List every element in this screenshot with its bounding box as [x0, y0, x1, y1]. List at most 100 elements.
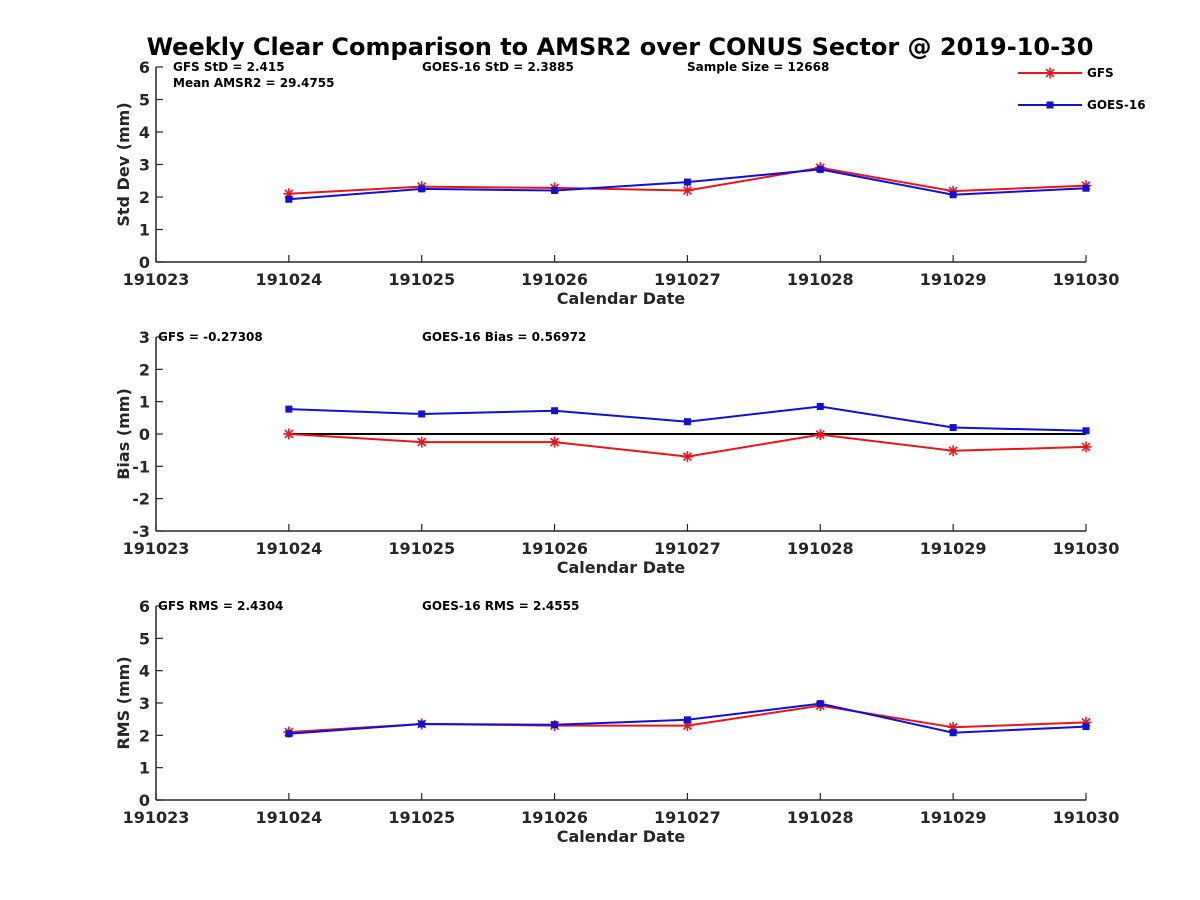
legend-gfs-marker	[1044, 67, 1056, 79]
y-tick-label: -2	[132, 490, 150, 509]
data-point-goes	[551, 407, 559, 415]
data-point-gfs	[1080, 441, 1092, 453]
stat-annotation: Mean AMSR2 = 29.4755	[173, 76, 334, 90]
x-tick-label: 191027	[654, 270, 721, 289]
y-tick-label: -1	[132, 457, 150, 476]
y-tick-label: 5	[139, 91, 150, 110]
y-tick-label: 1	[139, 221, 150, 240]
legend-gfs-star	[1044, 67, 1056, 79]
data-point-goes	[1082, 427, 1090, 435]
data-point-goes	[816, 700, 824, 708]
x-tick-label: 191030	[1053, 808, 1120, 827]
data-point-goes	[816, 165, 824, 173]
x-tick-label: 191025	[388, 539, 455, 558]
std-dev-panel: 0 1 2 3 4 5 6 191023 191024 191025 191026 191027 191…	[114, 58, 1119, 308]
data-point-goes	[1082, 184, 1090, 192]
data-point-gfs	[947, 445, 959, 457]
legend-goes-square	[1046, 101, 1054, 109]
x-axis-label: Calendar Date	[557, 827, 686, 846]
data-point-gfs	[549, 436, 561, 448]
legend-goes-marker	[1046, 101, 1054, 109]
data-point-goes	[683, 418, 691, 426]
y-tick-label: 1	[139, 759, 150, 778]
y-tick-label: 0	[139, 791, 150, 810]
y-tick-label: 0	[139, 425, 150, 444]
data-point-goes	[551, 187, 559, 194]
y-axis-label: Std Dev (mm)	[114, 102, 133, 226]
data-point-goes	[285, 195, 293, 203]
stat-annotation: GFS RMS = 2.4304	[158, 599, 283, 613]
x-tick-label: 191023	[123, 539, 190, 558]
x-tick-label: 191026	[521, 270, 588, 289]
y-tick-label: 6	[139, 597, 150, 616]
x-tick-label: 191024	[255, 270, 322, 289]
data-point-goes	[816, 403, 824, 411]
x-tick-label: 191023	[123, 808, 190, 827]
data-point-goes	[683, 178, 691, 186]
data-point-gfs	[416, 436, 428, 448]
y-tick-label: 3	[139, 694, 150, 713]
x-axis-label: Calendar Date	[557, 289, 686, 308]
bias-panel: -3 -2 -1 0 1 2 3 191023 191024 191025 191026 191027…	[114, 328, 1119, 577]
data-point-goes	[418, 185, 426, 193]
data-point-gfs	[283, 428, 295, 440]
stat-annotation: Sample Size = 12668	[687, 60, 829, 74]
x-tick-label: 191030	[1053, 270, 1120, 289]
x-tick-label: 191029	[920, 539, 987, 558]
data-point-goes	[418, 720, 426, 728]
legend: GFS GOES-16	[1018, 66, 1146, 112]
data-point-goes	[949, 191, 957, 199]
legend-goes-label: GOES-16	[1087, 98, 1146, 112]
x-tick-label: 191030	[1053, 539, 1120, 558]
y-axis-label: RMS (mm)	[114, 656, 133, 749]
stat-annotation: GOES-16 Bias = 0.56972	[422, 330, 586, 344]
data-point-goes	[949, 424, 957, 432]
data-point-gfs	[814, 429, 826, 441]
y-tick-label: 2	[139, 188, 150, 207]
y-tick-label: 3	[139, 328, 150, 347]
figure-title: Weekly Clear Comparison to AMSR2 over CO…	[147, 33, 1094, 61]
data-point-goes	[285, 730, 293, 738]
rms-panel: 0 1 2 3 4 5 6 191023 191024 191025 191026 191027 191…	[114, 597, 1119, 846]
x-tick-label: 191026	[521, 539, 588, 558]
data-point-goes	[285, 405, 293, 413]
data-point-gfs	[681, 185, 693, 196]
data-point-goes	[683, 716, 691, 724]
data-point-goes	[1082, 723, 1090, 731]
x-tick-label: 191027	[654, 808, 721, 827]
x-tick-label: 191024	[255, 539, 322, 558]
y-tick-label: 3	[139, 156, 150, 175]
stat-annotation: GOES-16 RMS = 2.4555	[422, 599, 579, 613]
y-axis-label: Bias (mm)	[114, 388, 133, 480]
y-tick-label: 2	[139, 726, 150, 745]
x-tick-label: 191025	[388, 270, 455, 289]
legend-gfs-label: GFS	[1087, 66, 1114, 80]
y-tick-label: 0	[139, 253, 150, 272]
y-tick-label: 2	[139, 360, 150, 379]
data-point-gfs	[681, 451, 693, 463]
stat-annotation: GOES-16 StD = 2.3885	[422, 60, 574, 74]
y-tick-label: -3	[132, 522, 150, 541]
stat-annotation: GFS = -0.27308	[158, 330, 263, 344]
y-tick-label: 4	[139, 123, 150, 142]
x-tick-label: 191024	[255, 808, 322, 827]
stat-annotation: GFS StD = 2.415	[173, 60, 285, 74]
x-tick-label: 191028	[787, 539, 854, 558]
x-tick-label: 191027	[654, 539, 721, 558]
x-tick-label: 191029	[920, 270, 987, 289]
y-tick-label: 6	[139, 58, 150, 77]
y-tick-label: 4	[139, 662, 150, 681]
x-tick-label: 191028	[787, 270, 854, 289]
y-tick-label: 1	[139, 393, 150, 412]
x-tick-label: 191023	[123, 270, 190, 289]
x-tick-label: 191028	[787, 808, 854, 827]
x-axis-label: Calendar Date	[557, 558, 686, 577]
data-point-goes	[551, 721, 559, 729]
x-tick-label: 191026	[521, 808, 588, 827]
data-point-goes	[418, 410, 426, 418]
x-tick-label: 191029	[920, 808, 987, 827]
x-tick-label: 191025	[388, 808, 455, 827]
data-point-goes	[949, 729, 957, 737]
y-tick-label: 5	[139, 629, 150, 648]
